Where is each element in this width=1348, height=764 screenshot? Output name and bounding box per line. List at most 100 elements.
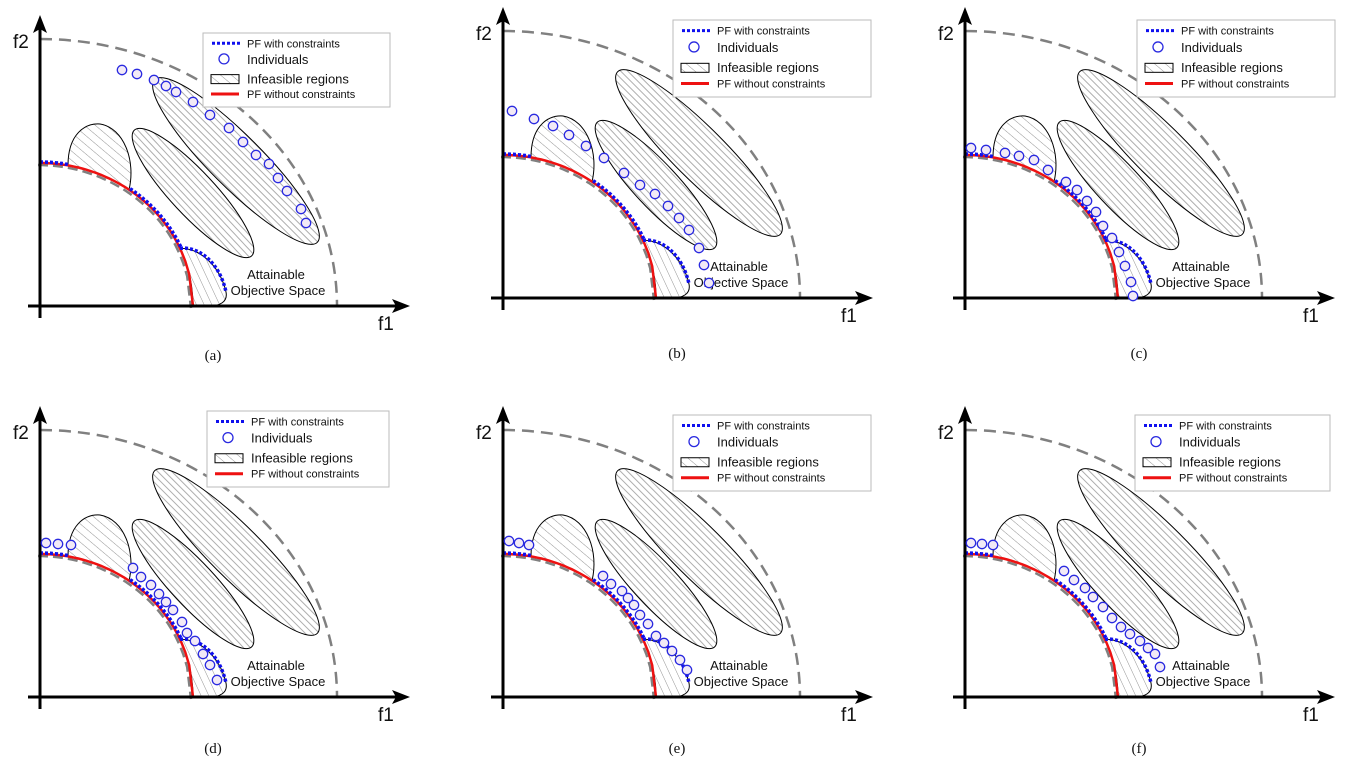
legend-label: Individuals: [1179, 435, 1241, 450]
objective-space-label: Objective Space: [231, 674, 326, 689]
individual-point: [1068, 574, 1080, 586]
individual-point: [1106, 232, 1118, 244]
legend-individual-icon: [688, 435, 700, 448]
f1-axis-label: f1: [378, 705, 394, 726]
f1-axis-arrow-icon: [1317, 690, 1335, 704]
legend-label: Infeasible regions: [247, 71, 349, 86]
pf-with-constraints-curve: [1054, 578, 1108, 640]
individual-point: [237, 136, 249, 148]
legend-label: PF with constraints: [717, 26, 810, 38]
legend-label: Individuals: [717, 40, 779, 55]
pf-with-constraints-curve: [592, 578, 646, 640]
f1-axis-label: f1: [1303, 306, 1319, 327]
infeasible-region-teardrop: [67, 514, 132, 582]
pf-with-constraints-curve: [129, 187, 183, 249]
attainable-boundary-dashed: [963, 554, 1118, 700]
individual-point: [681, 664, 693, 676]
attainable-boundary-dashed: [501, 155, 656, 301]
f1-axis-arrow-icon: [855, 291, 873, 305]
legend-label: PF without constraints: [1179, 473, 1288, 485]
infeasible-region-large-ellipse: [152, 468, 320, 636]
individual-point: [153, 588, 165, 600]
legend: PF with constraints Individuals Infeasible…: [672, 19, 872, 98]
legend-label: PF with constraints: [717, 421, 810, 433]
individual-point: [658, 637, 670, 649]
legend-label: Infeasible regions: [251, 451, 353, 466]
infeasible-region-small-ellipse: [131, 518, 255, 650]
individual-point: [662, 200, 674, 212]
panel-caption: (f): [1132, 741, 1147, 757]
attainable-label: Attainable: [247, 658, 305, 673]
individual-point: [598, 152, 610, 164]
legend-infeasible-swatch: [680, 62, 710, 73]
outer-boundary-dashed: [502, 428, 802, 698]
objective-space-label: Objective Space: [1156, 674, 1251, 689]
individual-point: [1134, 635, 1146, 647]
legend-individual-icon: [688, 41, 700, 53]
individual-point: [160, 596, 172, 608]
individual-point: [160, 80, 172, 92]
legend-infeasible-swatch: [1144, 62, 1174, 73]
individual-point: [1097, 601, 1109, 613]
individual-point: [649, 188, 661, 200]
objective-space-label: Objective Space: [231, 283, 326, 298]
individual-point: [1106, 612, 1118, 624]
individual-point: [673, 212, 685, 224]
f1-axis-arrow-icon: [1317, 291, 1335, 305]
legend-individual-icon: [1150, 435, 1162, 448]
infeasible-region-small-ellipse: [1056, 518, 1180, 650]
legend-individual-icon: [222, 431, 234, 444]
objective-space-label: Objective Space: [1156, 275, 1251, 290]
legend-label: Infeasible regions: [717, 60, 819, 75]
attainable-label: Attainable: [247, 267, 305, 282]
individual-point: [197, 648, 209, 660]
f2-axis-label: f2: [938, 423, 954, 444]
f2-axis-label: f2: [13, 423, 29, 444]
individual-point: [1124, 628, 1136, 640]
individual-point: [528, 113, 540, 125]
individual-point: [1087, 591, 1099, 603]
individual-point: [965, 142, 977, 154]
individual-point: [167, 604, 179, 616]
individual-point: [170, 86, 182, 98]
f1-axis-label: f1: [841, 306, 857, 327]
f2-axis-label: f2: [476, 423, 492, 444]
individual-point: [250, 149, 262, 161]
individual-point: [145, 579, 157, 591]
legend-label: Individuals: [251, 431, 313, 446]
outer-boundary-dashed: [964, 29, 1264, 299]
individual-point: [263, 158, 275, 170]
individual-point: [187, 96, 199, 108]
individual-point: [965, 537, 977, 549]
legend-label: PF without constraints: [1181, 79, 1290, 91]
pf-with-constraints-curve: [642, 238, 691, 285]
individual-point: [1042, 164, 1054, 176]
legend: PF with constraints Individuals Infeasible…: [206, 410, 390, 488]
legend-infeasible-swatch: [1142, 457, 1172, 468]
legend-label: PF with constraints: [247, 38, 340, 50]
individual-point: [666, 645, 678, 657]
individual-point: [563, 129, 575, 141]
individual-point: [1097, 220, 1109, 232]
individual-point: [698, 259, 710, 271]
individual-point: [1081, 195, 1093, 207]
legend-label: Individuals: [1181, 40, 1243, 55]
individual-point: [1127, 290, 1139, 302]
individual-point: [999, 147, 1011, 159]
legend-infeasible-swatch: [210, 74, 240, 85]
attainable-boundary-dashed: [501, 554, 656, 700]
infeasible-region-small-ellipse: [131, 127, 255, 259]
individual-point: [223, 122, 235, 134]
legend-infeasible-swatch: [214, 453, 244, 464]
f1-axis-arrow-icon: [855, 690, 873, 704]
individual-point: [272, 172, 284, 184]
f1-axis-label: f1: [378, 314, 394, 335]
individual-point: [683, 224, 695, 236]
legend-label: PF without constraints: [717, 79, 826, 91]
